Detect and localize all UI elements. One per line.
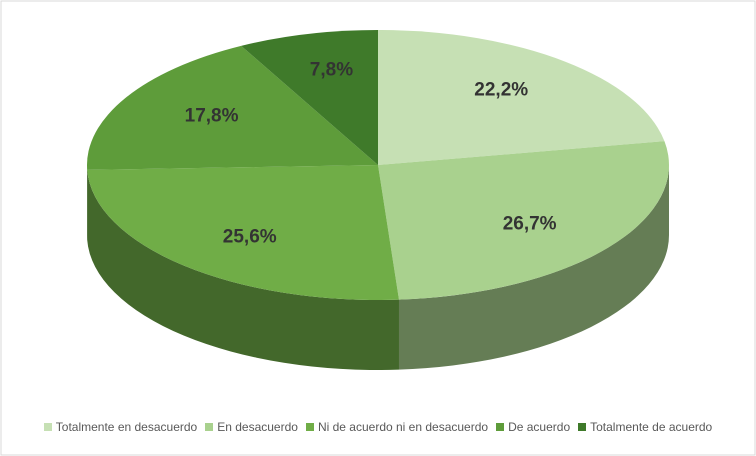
legend-item: En desacuerdo — [205, 420, 298, 434]
legend-swatch — [205, 423, 214, 431]
legend-swatch — [43, 423, 52, 431]
slice — [87, 45, 379, 170]
data-label: 22,2% — [474, 79, 528, 100]
data-label: 7,8% — [310, 60, 353, 81]
legend-label: Ni de acuerdo ni en desacuerdo — [317, 420, 489, 434]
slice-side — [87, 169, 399, 370]
slice — [241, 30, 378, 165]
data-label: 25,6% — [223, 226, 277, 247]
data-label: 26,7% — [503, 214, 557, 235]
legend-label: De acuerdo — [508, 420, 571, 434]
legend-label: En desacuerdo — [217, 420, 298, 434]
legend: Totalmente en desacuerdo En desacuerdo Ni … — [0, 420, 756, 434]
slice-side — [398, 165, 669, 370]
legend-swatch — [305, 423, 314, 431]
legend-label: Totalmente en desacuerdo — [55, 420, 198, 434]
legend-item: Totalmente en desacuerdo — [43, 420, 198, 434]
legend-item: De acuerdo — [496, 420, 570, 434]
legend-item: Ni de acuerdo ni en desacuerdo — [305, 420, 489, 434]
legend-swatch — [578, 423, 587, 431]
slice — [87, 165, 399, 300]
slice — [378, 30, 665, 165]
data-label: 17,8% — [185, 106, 239, 127]
legend-item: Totalmente de acuerdo — [578, 420, 712, 434]
slice — [378, 141, 669, 300]
legend-label: Totalmente de acuerdo — [590, 420, 713, 434]
legend-swatch — [496, 423, 505, 431]
